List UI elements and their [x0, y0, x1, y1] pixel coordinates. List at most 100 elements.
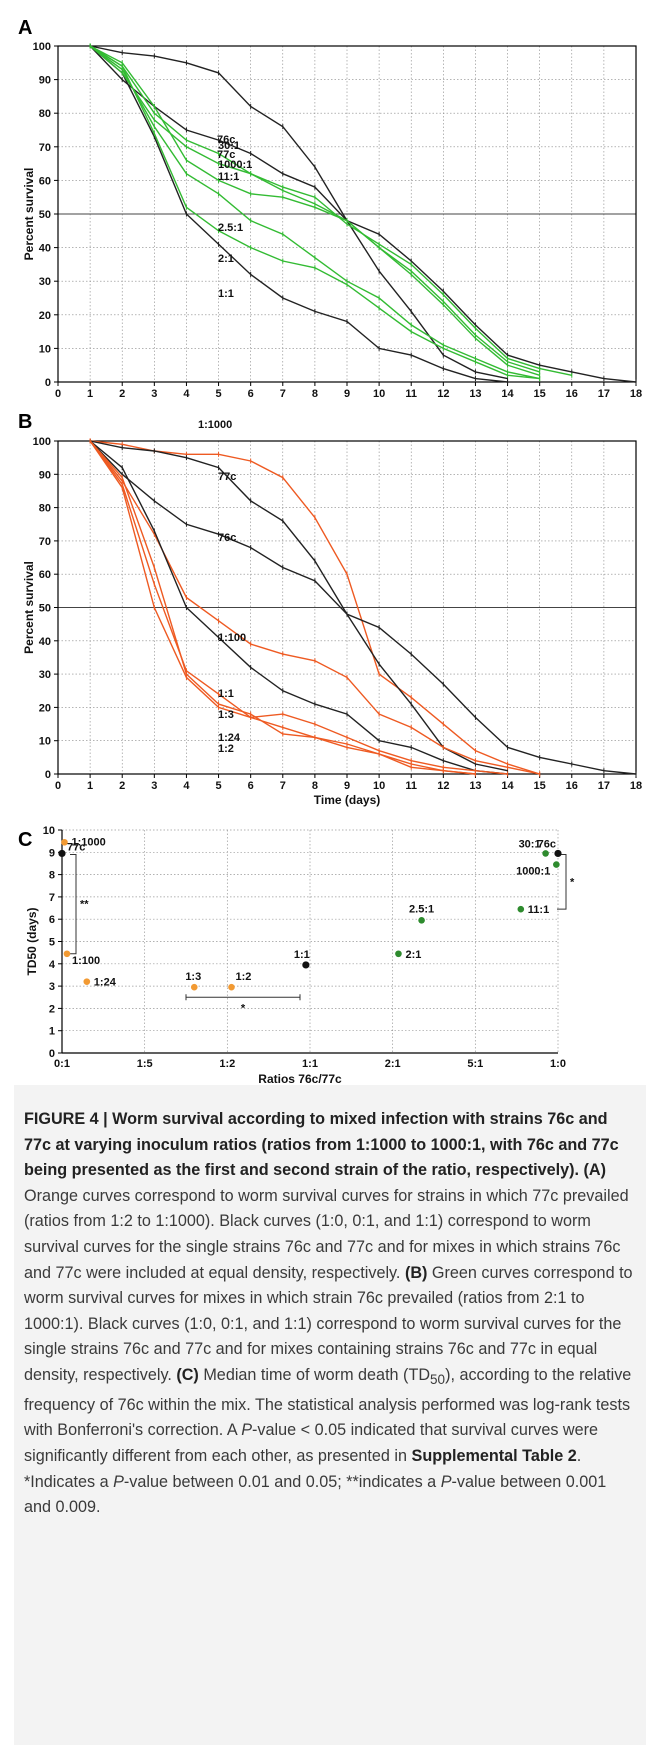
y-tick-label: 10	[43, 825, 55, 837]
caption-p-italic-2: P	[113, 1472, 124, 1491]
x-tick-label: 1:0	[550, 1058, 566, 1070]
x-tick-label: 0:1	[54, 1058, 70, 1070]
significance-bracket	[557, 854, 567, 910]
x-tick-label: 7	[280, 780, 286, 792]
curve-label: 1:1	[218, 688, 234, 700]
plot-frame	[57, 45, 637, 383]
significance-mark: *	[570, 876, 575, 888]
curve-label: 1:1	[218, 288, 234, 300]
caption-title: FIGURE 4 | Worm survival according to mi…	[24, 1110, 619, 1180]
caption-p-italic-3: P	[440, 1472, 452, 1491]
x-tick-label: 3	[151, 388, 157, 400]
series-line	[89, 45, 572, 376]
point-label: 1:1	[294, 949, 310, 961]
x-tick-label: 12	[437, 780, 449, 792]
y-tick-label: 90	[39, 75, 51, 87]
y-axis-title: Percent survival	[22, 168, 36, 261]
point-label: 76c	[538, 838, 556, 850]
data-point	[61, 838, 68, 846]
x-tick-label: 14	[501, 780, 514, 792]
td50-chart-c: C 0 1 2 3 4 5 6 7 8 9 10 0:1 1:5 1:2 1:1 2:1 5:1 1:0 Ratios…	[18, 825, 575, 1085]
data-point	[517, 905, 525, 913]
data-point	[302, 961, 310, 969]
survival-chart-b: B0 1 2 3 4 5 6 7 8 9 10 11 12 13 14 15 16 17 1801020304050…	[18, 411, 642, 807]
panel-c: C 0 1 2 3 4 5 6 7 8 9 10 0:1 1:5 1:2 1:1 2:1 5:1 1:0 Ratios…	[0, 820, 654, 1085]
caption-c-text-5: -value between 0.01 and 0.05; **indicate…	[123, 1472, 441, 1491]
y-tick-label: 60	[39, 175, 51, 187]
x-tick-label: 5	[215, 780, 221, 792]
x-tick-label: 0	[55, 388, 61, 400]
data-point	[58, 849, 66, 858]
x-tick-label: 6	[248, 388, 254, 400]
caption-c-text-2: ), according to the relative frequency o…	[24, 1365, 632, 1440]
figure-caption: FIGURE 4 | Worm survival according to mi…	[14, 1085, 646, 1745]
caption-a-label: (A)	[583, 1161, 606, 1180]
x-tick-label: 1	[87, 780, 93, 792]
y-tick-label: 40	[39, 243, 51, 255]
y-axis-title: Percent survival	[22, 561, 36, 654]
data-point	[553, 861, 560, 868]
curve-label: 1:24	[218, 732, 241, 744]
survival-chart-a: A0 1 2 3 4 5 6 7 8 9 10 11 12 13 14 15 16 17 1801020304050…	[18, 17, 642, 400]
panel-letter: C	[18, 829, 32, 851]
point-label: 1:3	[185, 971, 201, 983]
y-tick-label: 0	[49, 1048, 55, 1060]
x-tick-label: 1:2	[219, 1058, 235, 1070]
y-tick-label: 6	[49, 914, 55, 926]
x-tick-label: 12	[437, 388, 449, 400]
y-tick-label: 5	[49, 937, 55, 949]
data-point	[418, 917, 425, 924]
y-tick-label: 60	[39, 569, 51, 581]
curve-label: 76c	[218, 532, 236, 544]
x-tick-label: 2	[119, 388, 125, 400]
panel-b: B 0 1 2 3 4 5 6 7 8 9 10 11 12 13 14 15 16 17 18 0 10 20 30 40 50…	[0, 400, 654, 820]
y-tick-label: 1	[49, 1026, 55, 1038]
curve-label: 1:3	[218, 709, 234, 721]
caption-c-text-3: -value < 0.05 indicated that survival cu…	[24, 1421, 599, 1465]
x-tick-label: 10	[373, 780, 385, 792]
x-tick-label: 11	[405, 388, 417, 400]
curve-label: 1:100	[218, 632, 246, 644]
x-axis-title: Ratios 76c/77c	[258, 1072, 342, 1085]
y-tick-label: 100	[33, 436, 51, 448]
caption-b-text: Green curves correspond to worm survival…	[24, 1263, 633, 1384]
point-label: 1:100	[72, 955, 100, 967]
x-tick-label: 2:1	[385, 1058, 401, 1070]
y-tick-label: 80	[39, 503, 51, 515]
data-point	[83, 978, 91, 985]
y-tick-label: 0	[45, 377, 51, 389]
x-tick-label: 2	[119, 780, 125, 792]
caption-b-label: (B)	[404, 1263, 428, 1282]
plot-frame	[57, 440, 637, 775]
curve-label: 77c	[217, 149, 235, 161]
data-point	[542, 850, 549, 857]
panel-letter: B	[18, 411, 32, 433]
panel-a: A 0 1 2 3 4 5 6 7 8 9 10 11 12 13 14 15 16 17 18 0 10 20 30 40 50…	[0, 0, 654, 400]
x-tick-label: 6	[248, 780, 254, 792]
caption-c-text-1: Median time of worm death (TD	[198, 1365, 431, 1384]
caption-supp-link[interactable]: Supplemental Table 2	[411, 1446, 577, 1465]
y-tick-label: 20	[39, 310, 51, 322]
y-tick-label: 4	[49, 959, 56, 971]
data-point	[395, 950, 402, 958]
significance-mark: *	[241, 1002, 246, 1014]
data-point	[554, 849, 562, 858]
curve-label: 2.5:1	[218, 222, 243, 234]
x-tick-label: 4	[183, 388, 190, 400]
point-label: 11:1	[528, 904, 549, 916]
curve-label: 30:1	[218, 140, 240, 152]
y-tick-label: 30	[39, 276, 51, 288]
y-tick-label: 9	[49, 847, 55, 859]
x-tick-label: 16	[566, 780, 578, 792]
curve-label: 1:1000	[198, 419, 232, 431]
caption-c-text-4: . *Indicates a	[24, 1446, 582, 1491]
y-tick-label: 40	[39, 636, 51, 648]
curve-label: 11:1	[218, 171, 239, 183]
x-tick-label: 14	[501, 388, 514, 400]
y-tick-label: 8	[49, 870, 55, 882]
y-tick-label: 10	[39, 343, 51, 355]
series-line	[89, 440, 508, 775]
x-axis-title: Time (days)	[314, 793, 380, 807]
x-tick-label: 4	[183, 780, 190, 792]
y-tick-label: 0	[45, 769, 51, 781]
